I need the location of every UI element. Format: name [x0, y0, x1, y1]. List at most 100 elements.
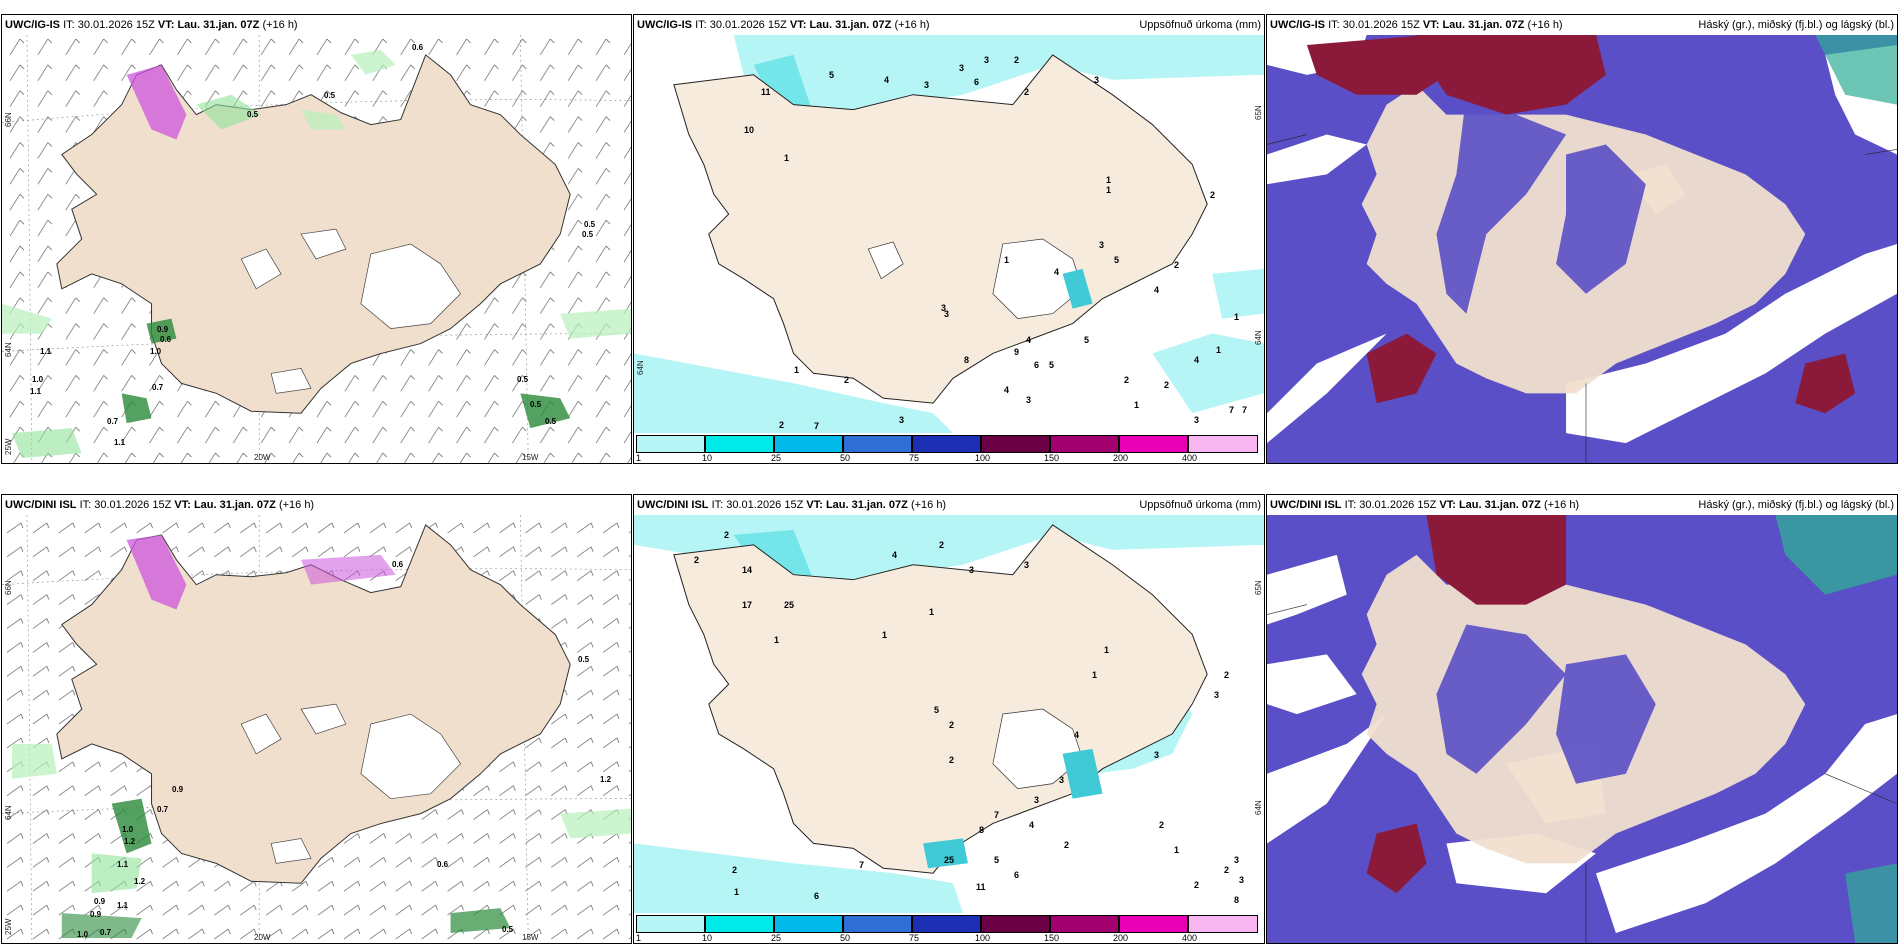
- precip-value: 5: [829, 70, 835, 80]
- model-name: UWC/IG-IS: [1270, 19, 1325, 31]
- lead-time: (+16 h): [1543, 499, 1580, 511]
- colorbar-swatch: [774, 915, 843, 933]
- precip-value: 2: [732, 865, 738, 875]
- precip-value: 1: [1106, 185, 1112, 195]
- precip-value: 25: [944, 855, 955, 865]
- panel-precip-row1: UWC/IG-IS IT: 30.01.2026 15Z VT: Lau. 31…: [633, 14, 1265, 464]
- wind-value: 1.0: [122, 825, 134, 834]
- map-area: 5 4 3 3 3 2 6 11 10 1 3 2 1 1 2 1 3 5 4 …: [634, 35, 1264, 433]
- precip-value: 1: [1216, 345, 1222, 355]
- precip-value: 3: [1234, 855, 1240, 865]
- precip-value: 2: [1014, 55, 1020, 65]
- lon-label: 25W: [4, 438, 13, 455]
- wind-value: 0.9: [172, 785, 184, 794]
- lat-label: 64N: [1254, 800, 1263, 815]
- precip-value: 1: [1174, 845, 1180, 855]
- precip-value: 3: [1026, 395, 1032, 405]
- colorbar-label: 50: [840, 933, 851, 943]
- precip-value: 6: [1014, 870, 1020, 880]
- wind-value: 0.6: [412, 43, 424, 52]
- lon-label: 20W: [254, 453, 271, 462]
- panel-title: Uppsöfnuð úrkoma (mm): [1139, 19, 1261, 31]
- vt-value: Lau. 31.jan. 07Z: [809, 19, 892, 31]
- panel-cloud-row2: UWC/DINI ISL IT: 30.01.2026 15Z VT: Lau.…: [1266, 494, 1898, 944]
- colorbar-swatch: [1188, 915, 1258, 933]
- colorbar-swatch: [636, 435, 705, 453]
- precip-value: 8: [964, 355, 970, 365]
- colorbar-swatch: [912, 435, 981, 453]
- colorbar-label: 75: [909, 453, 920, 463]
- precip-value: 7: [814, 421, 820, 431]
- lead-time: (+16 h): [910, 499, 947, 511]
- wind-value: 0.5: [578, 655, 590, 664]
- precip-map: [634, 515, 1264, 913]
- panel-header: UWC/IG-IS IT: 30.01.2026 15Z VT: Lau. 31…: [2, 15, 631, 35]
- it-label: IT:: [711, 499, 724, 511]
- precip-value: 11: [976, 882, 986, 892]
- panel-header: UWC/IG-IS IT: 30.01.2026 15Z VT: Lau. 31…: [634, 15, 1264, 35]
- precip-value: 4: [892, 550, 898, 560]
- precip-value: 6: [814, 891, 820, 901]
- colorbar-label: 150: [1044, 933, 1060, 943]
- precip-value: 6: [1034, 360, 1040, 370]
- colorbar-label: 150: [1044, 453, 1060, 463]
- precip-value: 3: [1099, 240, 1105, 250]
- colorbar-label: 200: [1113, 453, 1129, 463]
- wind-value: 0.9: [157, 325, 169, 334]
- panel-cloud-row1: UWC/IG-IS IT: 30.01.2026 15Z VT: Lau. 31…: [1266, 14, 1898, 464]
- precip-value: 10: [744, 125, 755, 135]
- precip-value: 6: [974, 77, 980, 87]
- wind-value: 0.6: [437, 860, 449, 869]
- precip-value: 4: [1029, 820, 1035, 830]
- lat-label: 64N: [1254, 330, 1263, 345]
- lon-label: 15W: [522, 933, 539, 942]
- vt-value: Lau. 31.jan. 07Z: [1458, 499, 1541, 511]
- it-label: IT:: [79, 499, 92, 511]
- it-label: IT:: [695, 19, 707, 31]
- precip-value: 2: [1174, 260, 1180, 270]
- wind-value: 0.5: [247, 110, 259, 119]
- it-value: 30.01.2026 15Z: [1342, 19, 1420, 31]
- lead-time: (+16 h): [894, 19, 930, 31]
- colorbar-label: 10: [702, 453, 713, 463]
- panel-header: UWC/IG-IS IT: 30.01.2026 15Z VT: Lau. 31…: [1267, 15, 1897, 35]
- colorbar-swatch: [705, 435, 774, 453]
- lat-label: 64N: [636, 360, 645, 375]
- wind-map: [2, 515, 631, 943]
- colorbar-label: 75: [909, 933, 920, 943]
- lead-time: (+16 h): [262, 19, 298, 31]
- precip-value: 1: [784, 153, 790, 163]
- colorbar-swatch: [912, 915, 981, 933]
- lead-time: (+16 h): [278, 499, 315, 511]
- wind-value: 1.1: [40, 347, 52, 356]
- precip-value: 8: [979, 825, 985, 835]
- wind-value: 1.1: [117, 860, 129, 869]
- vt-label: VT:: [806, 499, 823, 511]
- wind-value: 0.7: [100, 928, 112, 937]
- lat-label: 64N: [4, 805, 13, 820]
- colorbar: 1 10 25 50 75 100 150 200 400: [634, 913, 1264, 943]
- precip-value: 2: [1224, 670, 1230, 680]
- wind-value: 0.5: [324, 91, 336, 100]
- panel-header: UWC/DINI ISL IT: 30.01.2026 15Z VT: Lau.…: [634, 495, 1264, 515]
- vt-label: VT:: [1422, 19, 1440, 31]
- wind-value: 0.9: [94, 897, 106, 906]
- precip-value: 2: [949, 755, 955, 765]
- precip-value: 11: [761, 87, 771, 97]
- wind-value: 0.5: [584, 220, 596, 229]
- precip-value: 4: [1026, 335, 1032, 345]
- vt-label: VT:: [157, 19, 175, 31]
- precip-value: 2: [1064, 840, 1070, 850]
- colorbar-swatch: [636, 915, 705, 933]
- precip-value: 3: [959, 63, 965, 73]
- precip-value: 1: [1106, 175, 1112, 185]
- precip-value: 4: [1154, 285, 1160, 295]
- map-area: 0.6 0.5 0.9 0.7 1.0 1.2 1.1 1.2 0.9 0.9 …: [2, 515, 631, 943]
- colorbar-label: 100: [975, 933, 991, 943]
- wind-value: 0.5: [582, 230, 594, 239]
- wind-value: 1.2: [134, 877, 146, 886]
- vt-label: VT:: [1439, 499, 1456, 511]
- colorbar-label: 25: [771, 933, 782, 943]
- precip-map: [634, 35, 1264, 433]
- colorbar-swatch: [1119, 915, 1188, 933]
